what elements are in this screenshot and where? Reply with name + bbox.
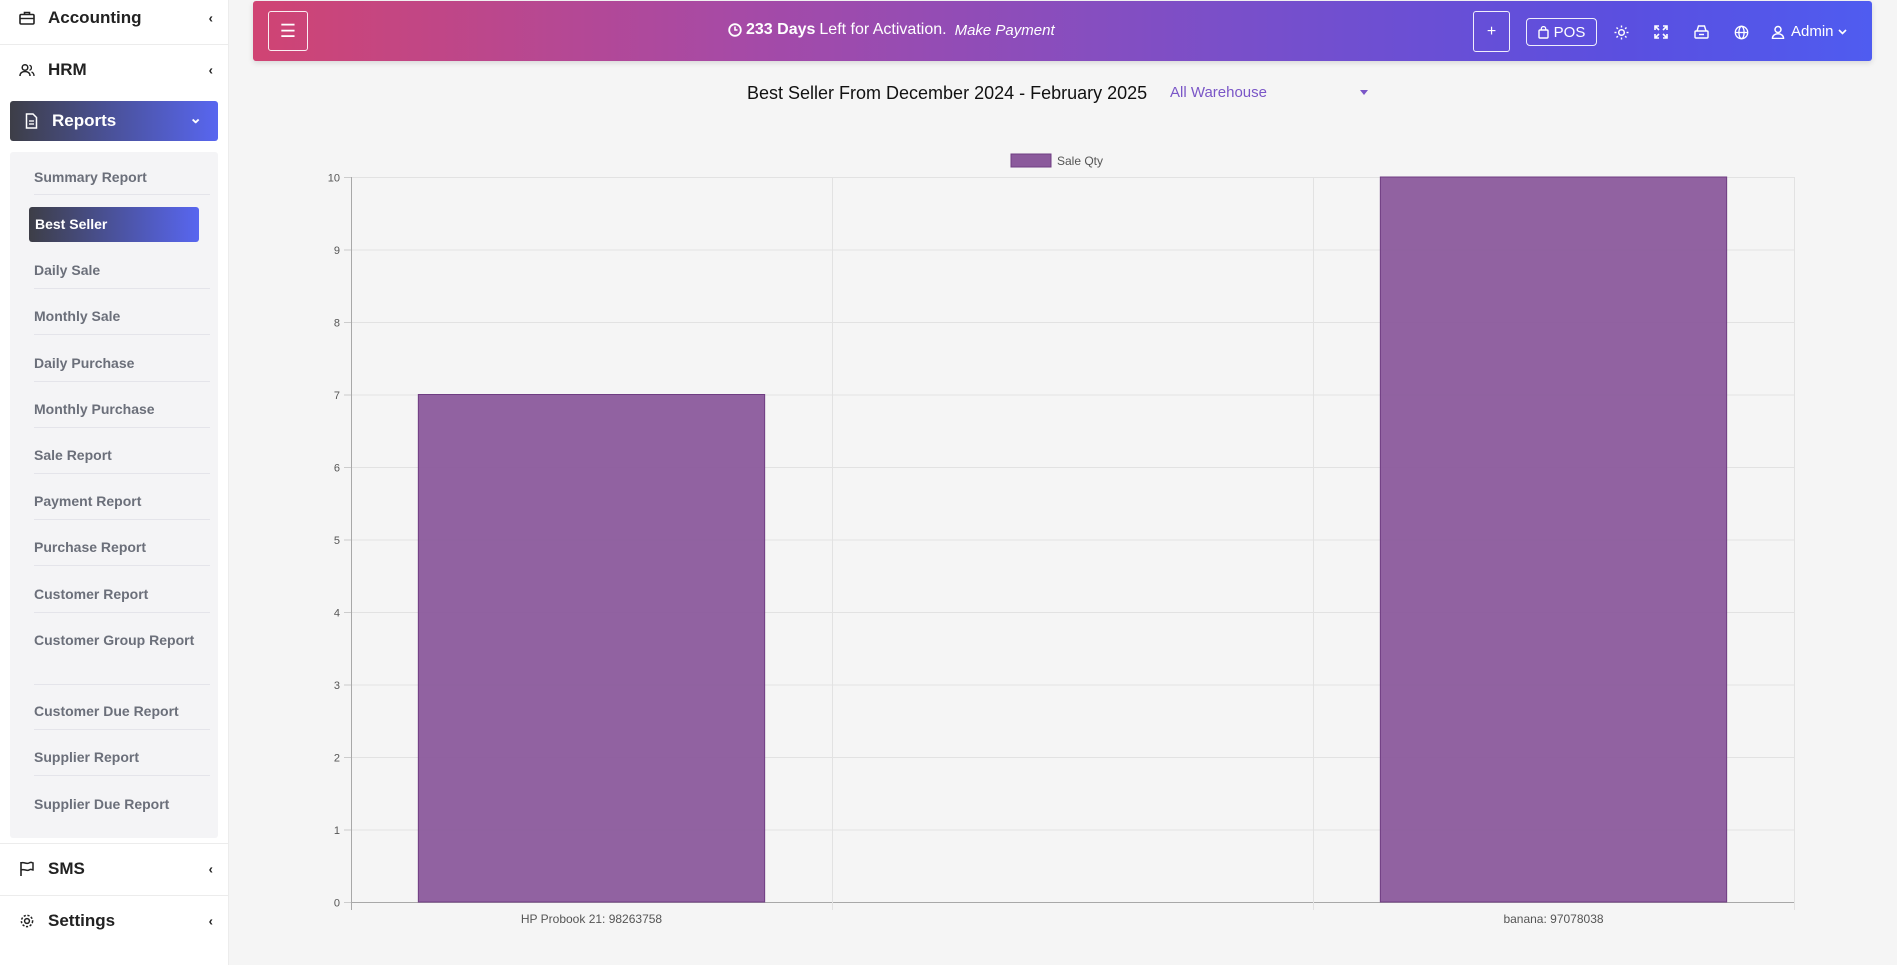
legend-label: Sale Qty (1057, 154, 1103, 168)
activation-days: 233 Days (746, 21, 816, 38)
best-seller-chart: 0 1 2 3 4 5 6 7 8 9 10 HP Probook 21: 98263758 banan… (328, 153, 1795, 926)
sidebar-item-settings[interactable]: Settings ‹ (0, 895, 228, 947)
user-name: Admin (1791, 23, 1834, 40)
divider (34, 565, 210, 566)
sidebar-item-label: HRM (48, 60, 87, 79)
activation-notice: 233 Days Left for Activation. Make Payme… (728, 21, 1055, 39)
reports-submenu: Summary Report Best Seller Daily Sale Mo… (10, 152, 218, 838)
divider (0, 843, 228, 844)
submenu-item-supplier-report[interactable]: Supplier Report (34, 749, 140, 765)
flag-icon (18, 860, 36, 878)
theme-toggle-sun-icon[interactable] (1612, 23, 1630, 41)
x-tick-label: HP Probook 21: 98263758 (521, 912, 663, 926)
sidebar-item-label: Reports (52, 111, 117, 130)
fullscreen-icon[interactable] (1652, 23, 1670, 41)
divider (0, 44, 228, 45)
gear-icon (18, 912, 36, 930)
divider (34, 519, 210, 520)
submenu-item-daily-sale[interactable]: Daily Sale (34, 262, 101, 278)
submenu-item-monthly-sale[interactable]: Monthly Sale (34, 308, 121, 324)
y-tick-label: 9 (334, 245, 340, 257)
chevron-left-icon: ‹ (208, 10, 213, 26)
clock-icon (728, 23, 742, 37)
divider (34, 473, 210, 474)
cash-register-icon[interactable] (1692, 23, 1710, 41)
submenu-item-supplier-due-report[interactable]: Supplier Due Report (34, 796, 170, 812)
user-icon (1771, 25, 1785, 39)
divider (34, 381, 210, 382)
y-tick-label: 0 (334, 898, 340, 910)
submenu-item-monthly-purchase[interactable]: Monthly Purchase (34, 401, 155, 417)
warehouse-select[interactable]: All Warehouse (1170, 84, 1370, 101)
sidebar: Accounting ‹ HRM ‹ Reports ⌄ Summary Rep… (0, 0, 229, 965)
user-menu[interactable]: Admin (1771, 23, 1847, 40)
y-tick-label: 3 (334, 680, 340, 692)
divider (34, 684, 210, 685)
pos-button[interactable]: POS (1526, 18, 1597, 46)
shopping-bag-icon (1537, 25, 1549, 39)
hamburger-icon: ☰ (279, 20, 297, 41)
warehouse-selected-value: All Warehouse (1170, 84, 1267, 101)
legend-swatch (1010, 153, 1052, 168)
divider (34, 612, 210, 613)
submenu-item-daily-purchase[interactable]: Daily Purchase (34, 355, 135, 371)
chevron-left-icon: ‹ (208, 62, 213, 78)
submenu-item-purchase-report[interactable]: Purchase Report (34, 539, 147, 555)
y-tick-label: 4 (334, 608, 340, 620)
plus-icon: + (1486, 22, 1497, 40)
submenu-item-payment-report[interactable]: Payment Report (34, 493, 142, 509)
y-tick-label: 7 (334, 390, 340, 402)
chevron-down-icon (1837, 26, 1847, 38)
divider (34, 334, 210, 335)
divider (34, 729, 210, 730)
make-payment-link[interactable]: Make Payment (954, 21, 1055, 39)
y-tick-label: 6 (334, 463, 340, 475)
submenu-item-customer-group-report[interactable]: Customer Group Report (34, 632, 195, 648)
divider (34, 775, 210, 776)
x-tick-label: banana: 97078038 (1503, 912, 1603, 926)
bar (1379, 176, 1728, 903)
divider (34, 288, 210, 289)
sidebar-item-label: Accounting (48, 8, 142, 27)
briefcase-icon (18, 9, 36, 27)
divider (34, 427, 210, 428)
caret-down-icon (1360, 90, 1368, 95)
sidebar-item-accounting[interactable]: Accounting ‹ (0, 0, 228, 44)
submenu-item-customer-report[interactable]: Customer Report (34, 586, 149, 602)
sidebar-item-sms[interactable]: SMS ‹ (0, 843, 228, 895)
users-icon (18, 61, 36, 79)
globe-icon[interactable] (1732, 23, 1750, 41)
chevron-left-icon: ‹ (208, 913, 213, 929)
add-new-button[interactable]: + (1473, 11, 1510, 52)
y-tick-label: 2 (334, 753, 340, 765)
y-tick-label: 5 (334, 535, 340, 547)
bar (417, 394, 766, 903)
y-tick-label: 8 (334, 318, 340, 330)
y-tick-label: 1 (334, 825, 340, 837)
sidebar-item-label: Settings (48, 911, 116, 930)
page-title: Best Seller From December 2024 - Februar… (747, 83, 1148, 103)
sidebar-item-label: SMS (48, 859, 85, 878)
sidebar-item-reports[interactable]: Reports ⌄ (10, 101, 218, 141)
chevron-left-icon: ‹ (208, 861, 213, 877)
submenu-item-best-seller[interactable]: Best Seller (29, 207, 199, 242)
divider (34, 194, 210, 195)
divider (0, 895, 228, 896)
document-icon (22, 112, 40, 130)
sidebar-item-hrm[interactable]: HRM ‹ (0, 44, 228, 96)
submenu-item-sale-report[interactable]: Sale Report (34, 447, 112, 463)
chevron-down-icon: ⌄ (189, 109, 202, 127)
pos-label: POS (1553, 23, 1586, 41)
activation-text: Left for Activation. (819, 21, 947, 38)
submenu-item-summary-report[interactable]: Summary Report (34, 169, 147, 185)
y-tick-label: 10 (328, 173, 340, 185)
topbar: ☰ 233 Days Left for Activation. Make Pay… (253, 1, 1872, 61)
submenu-item-customer-due-report[interactable]: Customer Due Report (34, 703, 179, 719)
menu-toggle-button[interactable]: ☰ (268, 11, 308, 51)
